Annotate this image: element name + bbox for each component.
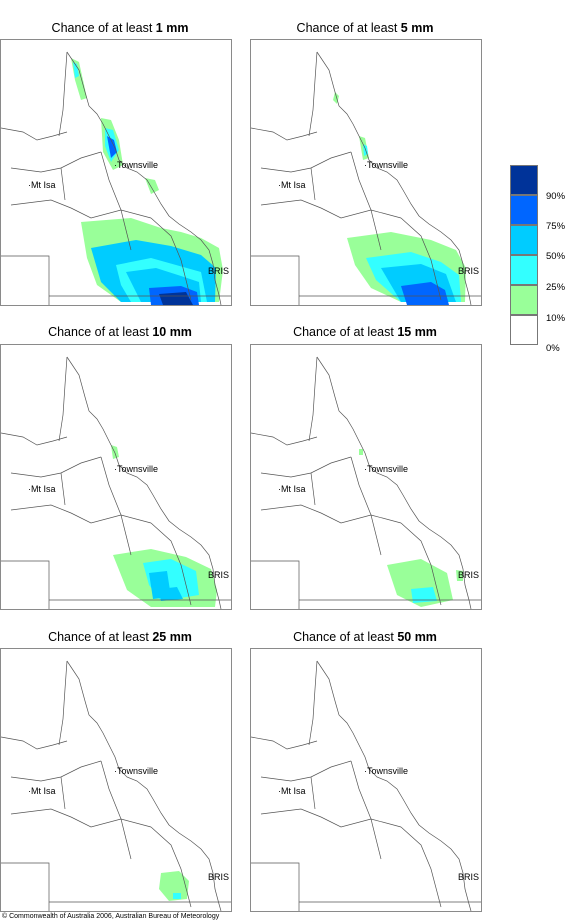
- panel-title-1mm: Chance of at least 1 mm: [0, 21, 240, 35]
- legend-label-50: 50%: [546, 251, 566, 262]
- mt-isa-label: ·Mt Isa: [28, 786, 56, 796]
- bris-label: BRIS: [458, 266, 480, 276]
- title-prefix: Chance of at least: [48, 325, 153, 339]
- bris-label: BRIS: [208, 570, 230, 580]
- townsville-label: ·Townsville: [114, 160, 159, 170]
- title-amount: 10 mm: [152, 325, 192, 339]
- legend-swatch-75: [510, 195, 538, 225]
- townsville-label: ·Townsville: [114, 766, 159, 776]
- legend-swatch-50: [510, 225, 538, 255]
- bris-label: BRIS: [208, 266, 230, 276]
- title-amount: 1 mm: [155, 21, 189, 35]
- mt-isa-label: ·Mt Isa: [28, 484, 56, 494]
- rain-areas: [159, 871, 189, 901]
- title-amount: 15 mm: [397, 325, 437, 339]
- mt-isa-label: ·Mt Isa: [278, 786, 306, 796]
- rain-areas: [111, 445, 217, 607]
- panel-title-50mm: Chance of at least 50 mm: [245, 630, 485, 644]
- rain-areas: [333, 92, 466, 305]
- legend-swatch-90: [510, 165, 538, 195]
- townsville-label: ·Townsville: [114, 464, 159, 474]
- panel-title-25mm: Chance of at least 25 mm: [0, 630, 240, 644]
- rain-areas: [71, 58, 223, 305]
- legend-label-90: 90%: [546, 191, 566, 202]
- legend-swatch-10: [510, 285, 538, 315]
- mt-isa-label: ·Mt Isa: [28, 180, 56, 190]
- bris-label: BRIS: [458, 570, 480, 580]
- title-prefix: Chance of at least: [48, 630, 153, 644]
- copyright-notice: © Commonwealth of Australia 2006, Austra…: [2, 913, 220, 920]
- panel-title-10mm: Chance of at least 10 mm: [0, 325, 240, 339]
- panel-title-15mm: Chance of at least 15 mm: [245, 325, 485, 339]
- townsville-label: ·Townsville: [364, 160, 409, 170]
- state-borders: [251, 356, 481, 609]
- legend-swatch-0: [510, 315, 538, 345]
- map-25mm: [0, 648, 232, 912]
- map-1mm: [0, 39, 232, 306]
- state-borders: [1, 660, 231, 911]
- townsville-label: ·Townsville: [364, 766, 409, 776]
- title-prefix: Chance of at least: [293, 630, 398, 644]
- title-prefix: Chance of at least: [51, 21, 156, 35]
- map-15mm: [250, 344, 482, 610]
- mt-isa-label: ·Mt Isa: [278, 180, 306, 190]
- legend-label-10: 10%: [546, 313, 566, 324]
- title-prefix: Chance of at least: [296, 21, 401, 35]
- state-borders: [1, 51, 231, 305]
- map-10mm: [0, 344, 232, 610]
- rain-areas: [359, 449, 463, 607]
- legend-label-75: 75%: [546, 221, 566, 232]
- mt-isa-label: ·Mt Isa: [278, 484, 306, 494]
- panel-title-5mm: Chance of at least 5 mm: [245, 21, 485, 35]
- legend-swatch-25: [510, 255, 538, 285]
- title-prefix: Chance of at least: [293, 325, 398, 339]
- bris-label: BRIS: [458, 872, 480, 882]
- title-amount: 50 mm: [397, 630, 437, 644]
- map-5mm: [250, 39, 482, 306]
- state-borders: [251, 660, 481, 911]
- state-borders: [1, 356, 231, 609]
- map-50mm: [250, 648, 482, 912]
- state-borders: [251, 51, 481, 305]
- title-amount: 5 mm: [400, 21, 434, 35]
- bris-label: BRIS: [208, 872, 230, 882]
- townsville-label: ·Townsville: [364, 464, 409, 474]
- legend-label-0: 0%: [546, 343, 560, 354]
- title-amount: 25 mm: [152, 630, 192, 644]
- legend-label-25: 25%: [546, 282, 566, 293]
